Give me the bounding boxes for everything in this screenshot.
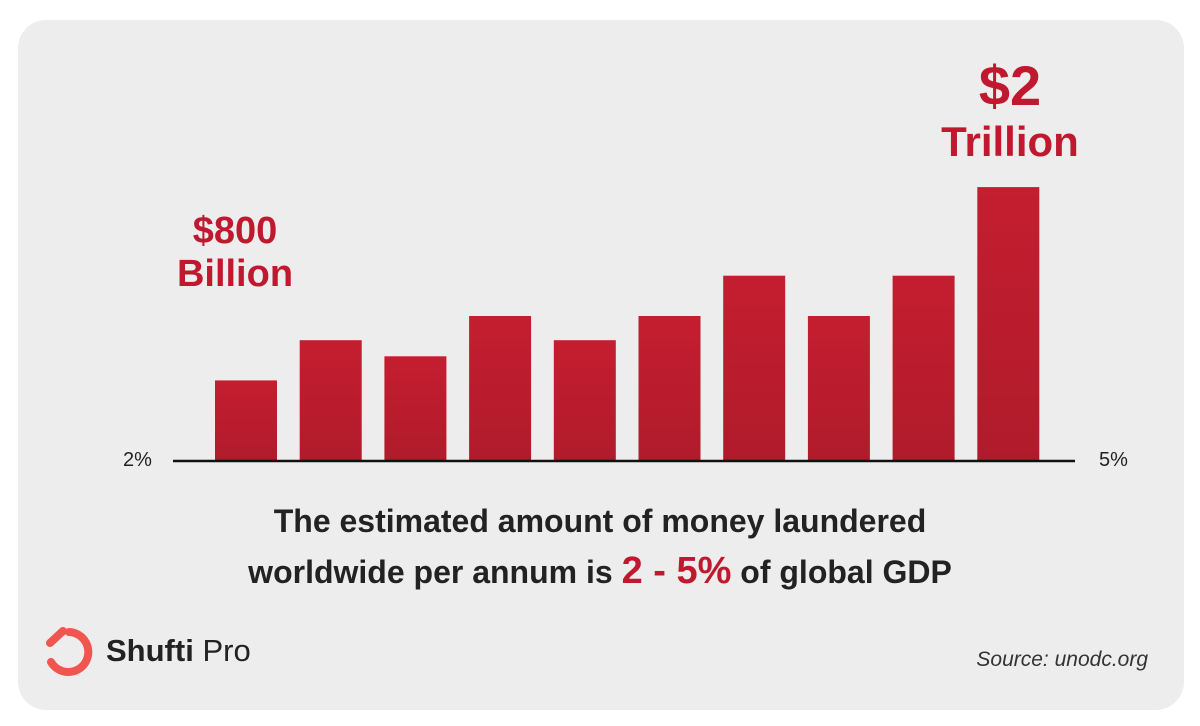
headline-line2-before: worldwide per annum is	[248, 554, 613, 591]
bar-7	[723, 275, 786, 461]
source-credit: Source: unodc.org	[976, 648, 1148, 671]
headline-line1: The estimated amount of money laundered	[273, 503, 927, 539]
bar-4	[469, 316, 532, 461]
brand-ring-icon	[46, 627, 93, 676]
callout-low-amount: $800	[192, 210, 278, 252]
callout-low: $800 Billion	[140, 210, 330, 295]
axis-left-label: 2%	[123, 449, 152, 471]
headline-line2-after: of global GDP	[740, 554, 952, 591]
brand-name: Shufti Pro	[106, 633, 251, 669]
callout-high-amount: $2	[978, 54, 1042, 117]
headline: The estimated amount of money laundered …	[0, 498, 1200, 599]
headline-line2: worldwide per annum is 2 - 5% of global …	[0, 544, 1200, 599]
bar-3	[384, 356, 447, 461]
brand-name-regular: Pro	[202, 633, 251, 668]
bar-8	[807, 316, 870, 461]
axis-right-label: 5%	[1099, 449, 1128, 471]
bar-2	[299, 340, 362, 461]
callout-high-unit: Trillion	[941, 117, 1079, 165]
bar-9	[892, 275, 955, 461]
bar-5	[553, 340, 616, 461]
bar-10	[977, 187, 1040, 461]
headline-highlight: 2 - 5%	[621, 550, 732, 593]
brand-name-bold: Shufti	[106, 633, 194, 668]
callout-high: $2 Trillion	[895, 54, 1125, 165]
bars-group	[215, 187, 1040, 461]
callout-low-unit: Billion	[176, 252, 294, 295]
bar-1	[215, 380, 277, 461]
bar-6	[638, 316, 701, 461]
